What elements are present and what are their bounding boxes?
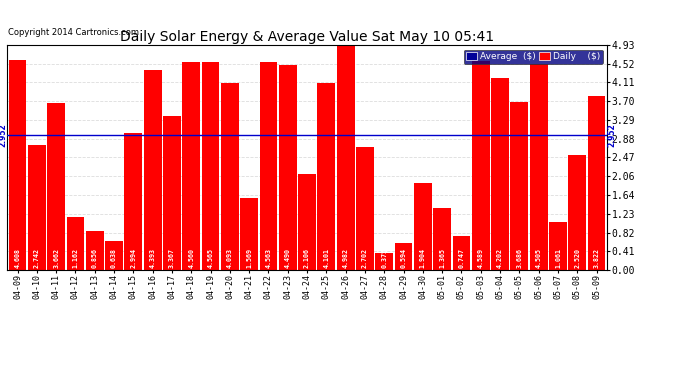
Text: 2.520: 2.520 bbox=[574, 248, 580, 268]
Text: 1.365: 1.365 bbox=[439, 248, 445, 268]
Bar bbox=[337, 43, 355, 270]
Bar bbox=[279, 65, 297, 270]
Bar bbox=[240, 198, 258, 270]
Text: 2.106: 2.106 bbox=[304, 248, 310, 268]
Bar bbox=[28, 145, 46, 270]
Text: 0.638: 0.638 bbox=[111, 248, 117, 268]
Bar bbox=[453, 236, 471, 270]
Bar bbox=[163, 116, 181, 270]
Text: 3.662: 3.662 bbox=[53, 248, 59, 268]
Text: 4.101: 4.101 bbox=[324, 248, 329, 268]
Text: 2.994: 2.994 bbox=[130, 248, 137, 268]
Bar bbox=[105, 241, 123, 270]
Bar bbox=[86, 231, 104, 270]
Bar bbox=[414, 183, 432, 270]
Text: 0.594: 0.594 bbox=[401, 248, 406, 268]
Legend: Average  ($), Daily    ($): Average ($), Daily ($) bbox=[464, 50, 602, 64]
Bar bbox=[395, 243, 413, 270]
Bar bbox=[491, 78, 509, 270]
Text: 4.560: 4.560 bbox=[188, 248, 195, 268]
Text: 4.505: 4.505 bbox=[535, 248, 542, 268]
Text: 1.569: 1.569 bbox=[246, 248, 252, 268]
Bar bbox=[259, 62, 277, 270]
Bar bbox=[569, 155, 586, 270]
Text: 4.982: 4.982 bbox=[343, 248, 348, 268]
Bar bbox=[530, 64, 548, 270]
Bar bbox=[298, 174, 316, 270]
Bar bbox=[433, 208, 451, 270]
Text: 4.563: 4.563 bbox=[266, 248, 271, 268]
Text: 4.202: 4.202 bbox=[497, 248, 503, 268]
Text: 4.608: 4.608 bbox=[14, 248, 21, 268]
Text: Copyright 2014 Cartronics.com: Copyright 2014 Cartronics.com bbox=[8, 28, 139, 37]
Text: 4.565: 4.565 bbox=[208, 248, 213, 268]
Text: 1.904: 1.904 bbox=[420, 248, 426, 268]
Text: 2.952: 2.952 bbox=[607, 123, 616, 147]
Text: 0.375: 0.375 bbox=[382, 248, 387, 268]
Text: 2.742: 2.742 bbox=[34, 248, 40, 268]
Text: 4.490: 4.490 bbox=[285, 248, 290, 268]
Bar bbox=[375, 253, 393, 270]
Bar bbox=[47, 103, 65, 270]
Bar bbox=[9, 60, 26, 270]
Text: 1.061: 1.061 bbox=[555, 248, 561, 268]
Bar bbox=[144, 69, 161, 270]
Text: 2.952: 2.952 bbox=[0, 123, 7, 147]
Text: 3.367: 3.367 bbox=[169, 248, 175, 268]
Bar bbox=[317, 83, 335, 270]
Text: 4.589: 4.589 bbox=[477, 248, 484, 268]
Bar bbox=[472, 61, 490, 270]
Text: 4.093: 4.093 bbox=[227, 248, 233, 268]
Bar bbox=[588, 96, 605, 270]
Bar bbox=[124, 134, 142, 270]
Text: 3.686: 3.686 bbox=[516, 248, 522, 268]
Text: 0.747: 0.747 bbox=[458, 248, 464, 268]
Bar bbox=[221, 83, 239, 270]
Bar bbox=[356, 147, 374, 270]
Bar bbox=[182, 62, 200, 270]
Text: 2.702: 2.702 bbox=[362, 248, 368, 268]
Text: 4.393: 4.393 bbox=[150, 248, 156, 268]
Text: 1.162: 1.162 bbox=[72, 248, 79, 268]
Text: 0.856: 0.856 bbox=[92, 248, 98, 268]
Text: 3.822: 3.822 bbox=[593, 248, 600, 268]
Bar bbox=[511, 102, 529, 270]
Bar bbox=[66, 217, 84, 270]
Bar bbox=[201, 62, 219, 270]
Bar bbox=[549, 222, 567, 270]
Title: Daily Solar Energy & Average Value Sat May 10 05:41: Daily Solar Energy & Average Value Sat M… bbox=[120, 30, 494, 44]
